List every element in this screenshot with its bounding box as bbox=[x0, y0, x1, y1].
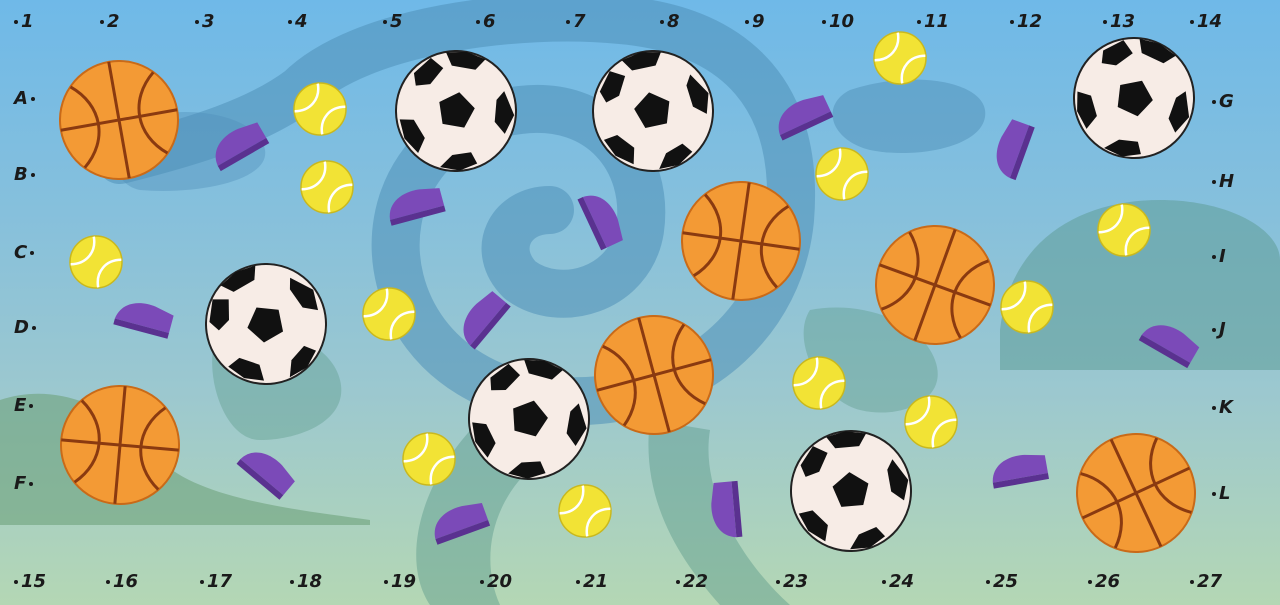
basketball-icon bbox=[875, 225, 995, 345]
dot-label-3: 3 bbox=[195, 12, 215, 32]
dot-label-26: 26 bbox=[1088, 572, 1120, 592]
dot-label-F: F bbox=[14, 474, 34, 494]
dot-label-A: A bbox=[14, 89, 35, 109]
tennis-ball-icon bbox=[904, 395, 958, 449]
soccer-ball-icon bbox=[592, 50, 714, 172]
purple-piece-icon bbox=[463, 291, 511, 350]
dot-label-13: 13 bbox=[1103, 12, 1135, 32]
dot-label-9: 9 bbox=[745, 12, 765, 32]
purple-piece-icon bbox=[434, 503, 491, 545]
dot-label-C: C bbox=[14, 243, 35, 263]
dot-label-E: E bbox=[14, 396, 34, 416]
dot-label-B: B bbox=[14, 165, 35, 185]
dot-label-27: 27 bbox=[1190, 572, 1222, 592]
basketball-icon bbox=[681, 181, 801, 301]
tennis-ball-icon bbox=[69, 235, 123, 289]
purple-piece-icon bbox=[113, 303, 174, 339]
tennis-ball-icon bbox=[815, 147, 869, 201]
dot-label-6: 6 bbox=[476, 12, 496, 32]
soccer-ball-icon bbox=[468, 358, 590, 480]
tennis-ball-icon bbox=[402, 432, 456, 486]
purple-piece-icon bbox=[996, 119, 1035, 181]
purple-piece-icon bbox=[1138, 325, 1200, 369]
dot-label-24: 24 bbox=[882, 572, 914, 592]
basketball-icon bbox=[59, 60, 179, 180]
basketball-icon bbox=[1076, 433, 1196, 553]
soccer-ball-icon bbox=[790, 430, 912, 552]
dot-label-I: I bbox=[1212, 247, 1226, 267]
dot-label-J: J bbox=[1212, 320, 1226, 340]
soccer-ball-icon bbox=[395, 50, 517, 172]
tennis-ball-icon bbox=[300, 160, 354, 214]
tennis-ball-icon bbox=[1097, 203, 1151, 257]
purple-piece-icon bbox=[992, 454, 1050, 489]
soccer-ball-icon bbox=[205, 263, 327, 385]
dot-label-11: 11 bbox=[917, 12, 949, 32]
dot-label-H: H bbox=[1212, 172, 1234, 192]
dot-label-D: D bbox=[14, 318, 36, 338]
dot-label-8: 8 bbox=[660, 12, 680, 32]
dot-label-12: 12 bbox=[1010, 12, 1042, 32]
purple-piece-icon bbox=[577, 195, 623, 251]
dot-label-K: K bbox=[1212, 398, 1233, 418]
tennis-ball-icon bbox=[1000, 280, 1054, 334]
dot-label-20: 20 bbox=[480, 572, 512, 592]
dot-label-L: L bbox=[1212, 484, 1230, 504]
dot-label-25: 25 bbox=[986, 572, 1018, 592]
dot-label-16: 16 bbox=[106, 572, 138, 592]
purple-piece-icon bbox=[215, 122, 270, 172]
purple-piece-icon bbox=[778, 95, 834, 141]
tennis-ball-icon bbox=[558, 484, 612, 538]
tennis-ball-icon bbox=[293, 82, 347, 136]
soccer-ball-icon bbox=[1073, 37, 1195, 159]
dot-label-G: G bbox=[1212, 92, 1234, 112]
dot-label-18: 18 bbox=[290, 572, 322, 592]
dot-label-7: 7 bbox=[566, 12, 586, 32]
purple-piece-icon bbox=[711, 480, 743, 538]
dot-label-1: 1 bbox=[14, 12, 34, 32]
dot-label-2: 2 bbox=[100, 12, 120, 32]
dot-label-17: 17 bbox=[200, 572, 232, 592]
dot-label-19: 19 bbox=[384, 572, 416, 592]
dot-label-15: 15 bbox=[14, 572, 46, 592]
dot-label-23: 23 bbox=[776, 572, 808, 592]
basketball-icon bbox=[60, 385, 180, 505]
tennis-ball-icon bbox=[873, 31, 927, 85]
basketball-icon bbox=[594, 315, 714, 435]
dot-label-10: 10 bbox=[822, 12, 854, 32]
dot-label-5: 5 bbox=[383, 12, 403, 32]
dot-label-4: 4 bbox=[288, 12, 308, 32]
dot-label-21: 21 bbox=[576, 572, 608, 592]
dot-label-22: 22 bbox=[676, 572, 708, 592]
dot-label-14: 14 bbox=[1190, 12, 1222, 32]
purple-piece-icon bbox=[236, 452, 295, 500]
tennis-ball-icon bbox=[792, 356, 846, 410]
tennis-ball-icon bbox=[362, 287, 416, 341]
purple-piece-icon bbox=[389, 188, 446, 226]
